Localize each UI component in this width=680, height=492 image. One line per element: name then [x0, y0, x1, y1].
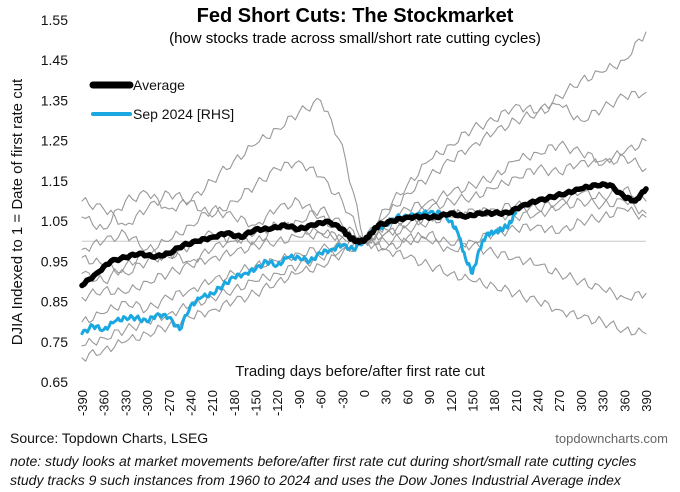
legend-label-average: Average [133, 77, 185, 93]
x-tick-label: 60 [400, 390, 415, 404]
y-tick-label: 0.75 [41, 334, 68, 350]
y-axis: 0.65 0.75 0.85 0.95 1.05 1.15 1.25 1.35 1.45 1.55 [41, 12, 68, 390]
x-axis-label: Trading days before/after first rate cut [235, 363, 485, 380]
background-series-line [81, 238, 647, 362]
x-tick-label: 330 [596, 390, 611, 412]
x-tick-label: 240 [531, 390, 546, 412]
note-line-1: note: study looks at market movements be… [10, 453, 636, 469]
x-tick-label: 210 [509, 390, 524, 412]
x-tick-label: -60 [314, 390, 329, 409]
y-tick-label: 1.25 [41, 133, 68, 149]
main-series [79, 181, 649, 336]
x-tick-label: 30 [379, 390, 394, 404]
x-tick-label: 0 [357, 390, 372, 397]
y-tick-label: 1.35 [41, 92, 68, 108]
x-tick-label: -390 [75, 390, 90, 416]
x-tick-label: 150 [465, 390, 480, 412]
x-tick-label: -240 [183, 390, 198, 416]
x-tick-label: -90 [292, 390, 307, 409]
y-tick-label: 1.15 [41, 173, 68, 189]
series-line-average [79, 181, 649, 289]
x-tick-label: -30 [335, 390, 350, 409]
x-tick-label: 360 [617, 390, 632, 412]
background-series-line [81, 31, 647, 242]
source-label: Source: Topdown Charts, LSEG [10, 430, 208, 446]
x-tick-label: 90 [422, 390, 437, 404]
y-tick-label: 0.85 [41, 294, 68, 310]
y-tick-label: 1.05 [41, 213, 68, 229]
series-line-sep-2024 [80, 209, 518, 336]
x-tick-label: 180 [487, 390, 502, 412]
x-tick-label: -210 [205, 390, 220, 416]
note-line-2: study tracks 9 such instances from 1960 … [10, 472, 622, 488]
legend-label-sep-2024: Sep 2024 [RHS] [133, 106, 234, 122]
y-axis-label: DJIA Indexed to 1 = Date of first rate c… [9, 78, 26, 345]
x-tick-label: -330 [118, 390, 133, 416]
y-tick-label: 1.55 [41, 12, 68, 28]
x-tick-label: -120 [270, 390, 285, 416]
chart-title: Fed Short Cuts: The Stockmarket [197, 5, 514, 27]
x-axis: -390 -360 -330 -300 -270 -240 -210 -180 -150 -120… [75, 390, 654, 416]
x-tick-label: 390 [639, 390, 654, 412]
background-series-line [81, 153, 647, 285]
watermark: topdowncharts.com [555, 431, 668, 446]
background-series-line [81, 197, 647, 324]
x-tick-label: 120 [444, 390, 459, 412]
legend: Average Sep 2024 [RHS] [89, 77, 234, 122]
x-tick-label: -150 [249, 390, 264, 416]
x-tick-label: -180 [227, 390, 242, 416]
x-tick-label: 300 [574, 390, 589, 412]
x-tick-label: -300 [140, 390, 155, 416]
x-tick-label: -360 [97, 390, 112, 416]
x-tick-label: -270 [162, 390, 177, 416]
y-tick-label: 0.95 [41, 253, 68, 269]
y-tick-label: 1.45 [41, 52, 68, 68]
chart-subtitle: (how stocks trade across small/short rat… [169, 30, 541, 47]
x-tick-label: 270 [552, 390, 567, 412]
y-tick-label: 0.65 [41, 374, 68, 390]
